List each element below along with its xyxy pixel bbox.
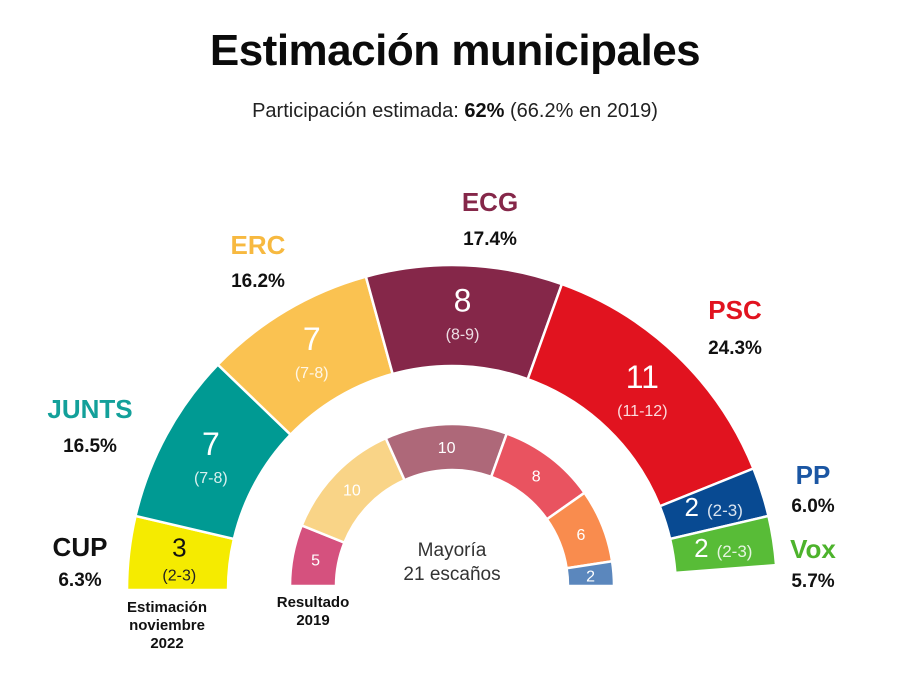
party-pct-pp: 6.0% xyxy=(791,496,834,517)
party-pct-psc: 24.3% xyxy=(708,338,762,359)
seats-range-cup: (2-3) xyxy=(162,568,196,585)
turnout-label: Participación estimada: xyxy=(252,100,459,122)
party-name-vox: Vox xyxy=(790,534,836,564)
seats-2019-junts: 6 xyxy=(576,527,585,544)
estimate-caption-line: noviembre xyxy=(129,617,205,634)
chart-title: Estimación municipales xyxy=(209,26,701,75)
seats-range-erc: (7-8) xyxy=(295,365,329,382)
party-name-erc: ERC xyxy=(231,230,286,260)
seats-range-pp: (2-3) xyxy=(707,501,743,520)
seats-2019-cup: 5 xyxy=(311,553,320,570)
seats-range-ecg: (8-9) xyxy=(446,327,480,344)
party-name-cup: CUP xyxy=(53,532,108,562)
seat-arc-estimate-vox xyxy=(668,514,778,575)
party-name-ecg: ECG xyxy=(462,187,518,217)
seats-value-ecg: 8 xyxy=(454,283,472,319)
seats-2019-ecg: 10 xyxy=(438,440,456,457)
seats-range-vox: (2-3) xyxy=(717,542,753,561)
estimate-caption-line: Estimación xyxy=(127,599,207,616)
seats-value-erc: 7 xyxy=(303,321,321,357)
seats-value-psc: 11 xyxy=(626,359,659,395)
seat-arc-2019-pp xyxy=(565,559,616,588)
seats-2019-pp: 2 xyxy=(586,568,595,585)
seats-2019-erc: 10 xyxy=(343,483,361,500)
party-pct-vox: 5.7% xyxy=(791,571,834,592)
party-pct-erc: 16.2% xyxy=(231,271,285,292)
seats-label-estimate-pp: 2 (2-3) xyxy=(685,492,743,522)
seats-range-psc: (11-12) xyxy=(617,403,667,420)
party-name-psc: PSC xyxy=(708,295,762,325)
turnout-2019: (66.2% en 2019) xyxy=(510,100,658,122)
seats-2019-psc: 8 xyxy=(532,468,541,485)
party-pct-ecg: 17.4% xyxy=(463,229,517,250)
seats-value-vox: 2 xyxy=(694,533,708,563)
seats-value-junts: 7 xyxy=(202,426,220,462)
seats-label-estimate-vox: 2 (2-3) xyxy=(694,533,752,563)
chart-subtitle: Participación estimada: 62% (66.2% en 20… xyxy=(0,100,900,123)
party-name-junts: JUNTS xyxy=(47,394,132,424)
party-pct-junts: 16.5% xyxy=(63,436,117,457)
estimate-caption-line: 2022 xyxy=(150,635,183,652)
party-pct-cup: 6.3% xyxy=(58,570,101,591)
majority-label: 21 escaños xyxy=(403,564,500,585)
seats-value-pp: 2 xyxy=(685,492,699,522)
party-name-pp: PP xyxy=(796,460,831,490)
seats-range-junts: (7-8) xyxy=(194,470,228,487)
turnout-value: 62% xyxy=(464,100,505,122)
result-2019-caption-line: 2019 xyxy=(296,612,329,629)
seats-value-cup: 3 xyxy=(172,533,186,563)
majority-label: Mayoría xyxy=(418,540,487,561)
result-2019-caption-line: Resultado xyxy=(277,594,350,611)
